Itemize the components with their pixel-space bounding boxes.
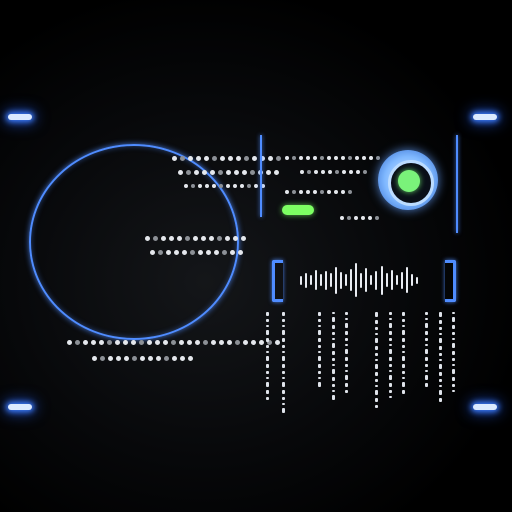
data-readout-line [92, 356, 193, 361]
waveform-bar [355, 263, 358, 297]
scanner-ring [29, 144, 239, 340]
waveform-bar [415, 276, 418, 284]
corner-indicator-top-right [473, 114, 497, 120]
waveform-bar [405, 267, 408, 293]
vertical-data-column [389, 312, 393, 398]
data-readout-line [184, 184, 265, 188]
waveform-bar [365, 268, 368, 292]
corner-indicator-bottom-right [473, 404, 497, 410]
waveform-bracket-right [445, 260, 456, 302]
vertical-data-column [425, 312, 429, 387]
waveform-bar [315, 270, 318, 290]
data-readout-line [145, 236, 246, 241]
data-readout-line [67, 340, 280, 345]
waveform-bar [395, 275, 398, 285]
vertical-data-column [332, 312, 336, 400]
data-readout-line [285, 190, 352, 194]
waveform-bar [300, 275, 302, 285]
data-readout-line [172, 156, 281, 161]
waveform-bar [400, 271, 403, 289]
waveform-bar [375, 270, 378, 290]
corner-indicator-top-left [8, 114, 32, 120]
vertical-data-column [345, 312, 349, 393]
waveform-bar [410, 274, 413, 286]
panel-bracket-right [456, 135, 458, 233]
waveform-bar [360, 272, 363, 288]
data-readout-line [285, 156, 380, 160]
vertical-data-column [402, 312, 406, 394]
panel-bracket-left [260, 135, 262, 217]
vertical-data-column [266, 312, 270, 400]
waveform-bar [305, 272, 308, 288]
data-readout-line [150, 250, 243, 255]
dial-core [398, 170, 420, 192]
status-indicator-pill [282, 205, 314, 215]
waveform-bar [320, 274, 323, 286]
waveform-bar [345, 274, 348, 286]
vertical-data-column [439, 312, 443, 402]
waveform-bar [330, 273, 333, 287]
waveform-bar [350, 269, 353, 291]
waveform-bar [380, 265, 383, 295]
vertical-data-column [375, 312, 379, 408]
waveform-bar [335, 266, 338, 294]
waveform-bracket-left [272, 260, 283, 302]
audio-waveform-icon [300, 262, 418, 298]
vertical-data-column [282, 312, 286, 413]
waveform-bar [340, 271, 343, 289]
waveform-bar [370, 275, 373, 285]
data-readout-line [300, 170, 367, 174]
waveform-bar [385, 273, 388, 287]
waveform-bar [390, 270, 393, 290]
corner-indicator-bottom-left [8, 404, 32, 410]
data-readout-line [178, 170, 279, 175]
waveform-bar [325, 270, 328, 290]
waveform-bar [310, 275, 313, 285]
vertical-data-column [318, 312, 322, 387]
vertical-data-column [452, 312, 456, 392]
data-readout-line [340, 216, 379, 220]
